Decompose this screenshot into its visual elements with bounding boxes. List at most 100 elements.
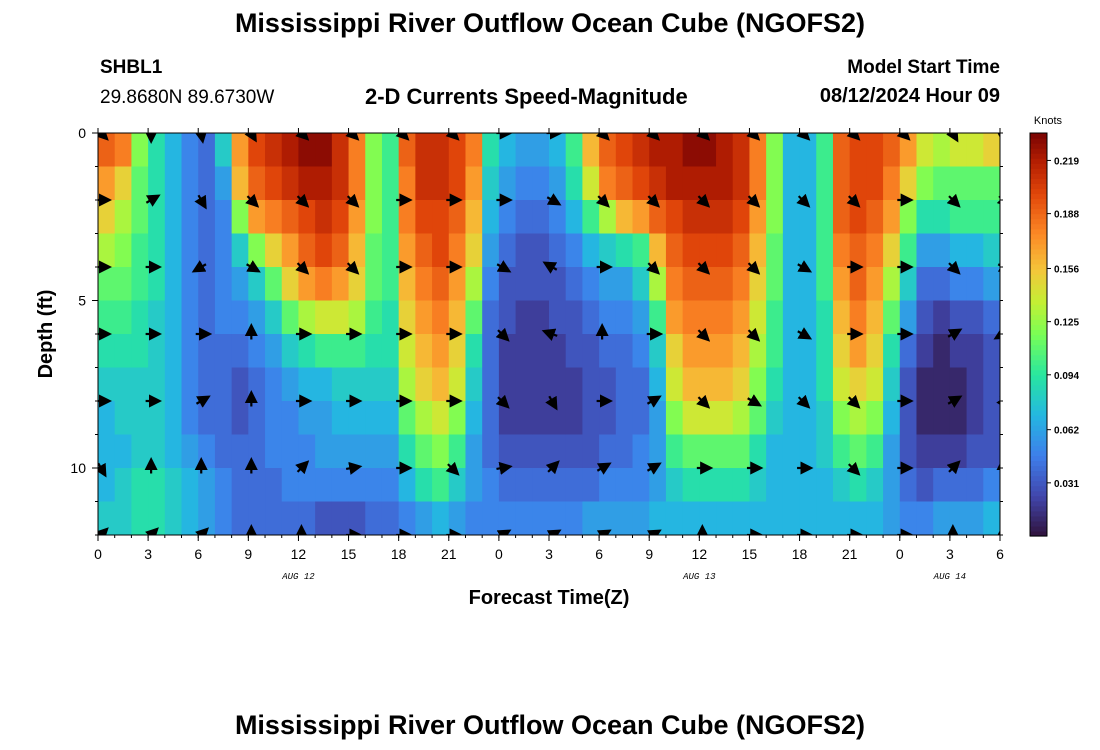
x-tick-label: 6 xyxy=(996,546,1004,562)
current-arrow xyxy=(746,133,761,141)
current-arrow xyxy=(194,133,208,144)
heatmap-cell xyxy=(549,166,567,201)
heatmap-cell xyxy=(164,401,183,436)
colorbar-segment xyxy=(1030,238,1047,245)
heatmap-cell xyxy=(849,233,867,268)
heatmap-cell xyxy=(148,367,166,402)
colorbar-segment xyxy=(1030,143,1047,149)
heatmap-cell xyxy=(148,166,166,201)
heatmap-cell xyxy=(749,233,767,268)
heatmap-cell xyxy=(866,501,884,535)
heatmap-cell xyxy=(365,300,383,335)
heatmap-cell xyxy=(532,501,550,535)
heatmap-cell xyxy=(181,468,199,503)
heatmap-cell xyxy=(164,133,183,168)
heatmap-cell xyxy=(365,233,383,268)
heatmap-cell xyxy=(498,200,517,235)
x-tick-label: 0 xyxy=(495,546,503,562)
heatmap-cell xyxy=(281,233,300,268)
heatmap-cell xyxy=(615,434,634,469)
heatmap-cell xyxy=(933,468,951,503)
heatmap-cell xyxy=(632,133,650,168)
heatmap-cell xyxy=(799,501,817,535)
heatmap-cell xyxy=(298,434,316,469)
heatmap-cell xyxy=(749,434,767,469)
colorbar-segment xyxy=(1030,450,1047,456)
heatmap-cell xyxy=(348,200,366,235)
current-arrow xyxy=(646,395,662,408)
x-tick-label: 0 xyxy=(94,546,102,562)
heatmap-cell xyxy=(532,300,550,335)
heatmap-cell xyxy=(816,501,834,535)
heatmap-cell xyxy=(565,133,583,168)
current-arrow xyxy=(495,394,510,409)
heatmap-cell xyxy=(682,334,700,369)
heatmap-cell xyxy=(298,233,316,268)
heatmap-cell xyxy=(699,300,717,335)
colorbar-segment xyxy=(1030,465,1047,472)
heatmap-cell xyxy=(565,334,583,369)
heatmap-cell xyxy=(916,300,934,335)
colorbar-segment xyxy=(1030,495,1047,502)
heatmap-cell xyxy=(632,468,650,503)
heatmap-cell xyxy=(198,468,216,503)
heatmap-cell xyxy=(749,367,767,402)
heatmap-cell xyxy=(916,233,934,268)
current-arrow xyxy=(345,193,360,208)
heatmap-cell xyxy=(265,267,283,302)
heatmap-cell xyxy=(682,200,700,235)
heatmap-cell xyxy=(949,300,968,335)
heatmap-cell xyxy=(682,468,700,503)
heatmap-cell xyxy=(281,267,300,302)
y-axis-title: Depth (ft) xyxy=(35,290,57,379)
heatmap-cell xyxy=(315,334,333,369)
colorbar-segment xyxy=(1030,399,1047,406)
heatmap-cell xyxy=(381,300,400,335)
heatmap-cell xyxy=(966,200,984,235)
current-arrow xyxy=(896,133,911,141)
heatmap-cell xyxy=(649,267,667,302)
heatmap-cell xyxy=(114,334,132,369)
heatmap-cell xyxy=(832,401,851,436)
heatmap-cell xyxy=(749,133,767,168)
current-arrow xyxy=(696,327,711,342)
heatmap-cell xyxy=(549,133,567,168)
heatmap-cell xyxy=(315,166,333,201)
heatmap-cell xyxy=(98,133,116,168)
heatmap-cell xyxy=(482,434,500,469)
heatmap-cell xyxy=(298,334,316,369)
heatmap-cell xyxy=(966,501,984,535)
heatmap-cell xyxy=(298,367,316,402)
heatmap-cell xyxy=(549,367,567,402)
heatmap-cell xyxy=(181,133,199,168)
heatmap-cell xyxy=(716,166,734,201)
heatmap-cell xyxy=(782,200,801,235)
x-tick-label: 3 xyxy=(545,546,553,562)
heatmap-cell xyxy=(766,334,784,369)
heatmap-cell xyxy=(649,401,667,436)
heatmap-cell xyxy=(766,133,784,168)
heatmap-cell xyxy=(799,200,817,235)
current-arrow xyxy=(496,529,512,535)
x-tick-label: 15 xyxy=(341,546,357,562)
heatmap-cell xyxy=(498,267,517,302)
current-arrow xyxy=(797,260,813,273)
heatmap-cell xyxy=(515,468,533,503)
heatmap-cell xyxy=(98,401,116,436)
current-arrow xyxy=(545,460,560,475)
heatmap-cell xyxy=(515,334,533,369)
heatmap-cell xyxy=(782,133,801,168)
current-arrow xyxy=(495,327,510,342)
heatmap-cell xyxy=(983,401,1000,436)
heatmap-cell xyxy=(398,501,416,535)
heatmap-cell xyxy=(682,166,700,201)
heatmap-cell xyxy=(398,434,416,469)
heatmap-cell xyxy=(849,267,867,302)
heatmap-cell xyxy=(265,434,283,469)
heatmap-cell xyxy=(782,434,801,469)
heatmap-cell xyxy=(281,133,300,168)
current-arrow xyxy=(796,133,811,141)
heatmap-cell xyxy=(649,166,667,201)
heatmap-cell xyxy=(381,468,400,503)
x-tick-label: 9 xyxy=(645,546,653,562)
